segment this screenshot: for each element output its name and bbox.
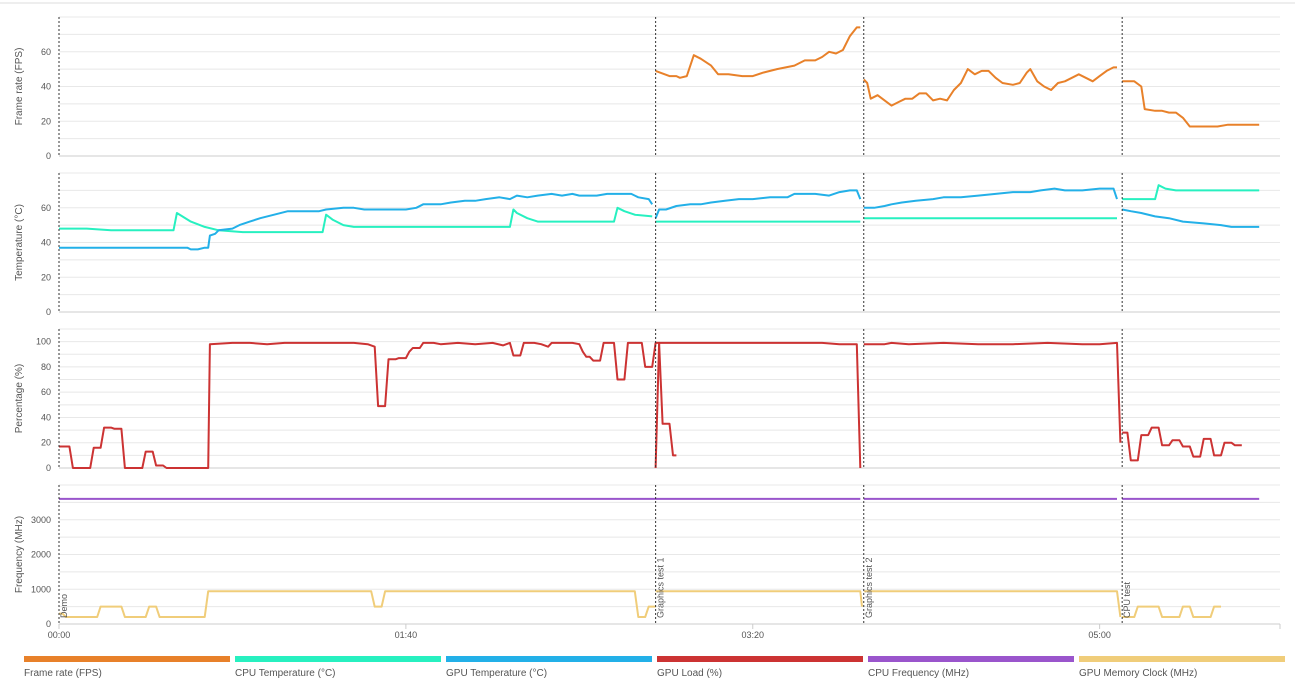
y-tick-label: 20 bbox=[41, 272, 51, 282]
panel-3: 0 20 40 60 80 100 Percentage (%) bbox=[14, 328, 1280, 473]
legend-label: CPU Temperature (°C) bbox=[235, 668, 336, 679]
benchmark-charts-svg: 0 20 40 60 Frame rate (FPS) 0 20 40 60 Temperatur… bbox=[0, 2, 1295, 640]
panel-4: 0 1000 2000 3000 Frequency (MHz) bbox=[14, 484, 1280, 629]
y-tick-label: 60 bbox=[41, 387, 51, 397]
y-tick-label: 40 bbox=[41, 82, 51, 92]
y-tick-label: 60 bbox=[41, 203, 51, 213]
y-tick-label: 0 bbox=[46, 151, 51, 161]
legend-label: CPU Frequency (MHz) bbox=[868, 668, 970, 679]
series-line-gpu_temp bbox=[59, 192, 654, 251]
series-line-cpu_temp bbox=[59, 206, 653, 234]
legend-swatch bbox=[446, 656, 652, 662]
legend-swatch bbox=[235, 656, 441, 662]
legend-swatch bbox=[868, 656, 1074, 662]
x-tick-label: 03:20 bbox=[741, 630, 764, 640]
y-axis-label: Frequency (MHz) bbox=[14, 516, 25, 593]
y-axis-label: Temperature (°C) bbox=[14, 204, 25, 281]
legend-item-cpu-temperature[interactable]: CPU Temperature (°C) bbox=[235, 656, 445, 686]
marker-label: Graphics test 1 bbox=[656, 557, 666, 618]
series-line-fps bbox=[655, 26, 861, 79]
series-line-gpu_mem_clock bbox=[655, 590, 863, 607]
series-line-gpu_mem_clock bbox=[59, 590, 656, 618]
series-line-gpu_mem_clock bbox=[1122, 605, 1221, 618]
series-line-fps bbox=[1122, 80, 1260, 128]
y-tick-label: 1000 bbox=[31, 584, 51, 594]
y-tick-label: 2000 bbox=[31, 550, 51, 560]
y-tick-label: 40 bbox=[41, 412, 51, 422]
series-line-gpu_load bbox=[1122, 426, 1242, 462]
y-tick-label: 0 bbox=[46, 307, 51, 317]
y-tick-label: 80 bbox=[41, 362, 51, 372]
legend-swatch bbox=[657, 656, 863, 662]
panel-2: 0 20 40 60 Temperature (°C) bbox=[14, 172, 1280, 317]
series-line-gpu_temp bbox=[654, 189, 862, 219]
y-tick-label: 100 bbox=[36, 337, 51, 347]
y-tick-label: 0 bbox=[46, 463, 51, 473]
panel-1: 0 20 40 60 Frame rate (FPS) bbox=[14, 16, 1280, 161]
legend-swatch bbox=[1079, 656, 1285, 662]
chart-legend: Frame rate (FPS) CPU Temperature (°C) GP… bbox=[24, 656, 1289, 686]
marker-label: Graphics test 2 bbox=[864, 557, 874, 618]
x-tick-label: 00:00 bbox=[48, 630, 71, 640]
y-tick-label: 60 bbox=[41, 47, 51, 57]
marker-label: CPU test bbox=[1122, 581, 1132, 618]
series-line-gpu_mem_clock bbox=[863, 590, 1122, 618]
legend-label: GPU Temperature (°C) bbox=[446, 668, 548, 679]
y-axis-label: Frame rate (FPS) bbox=[14, 48, 25, 126]
legend-swatch bbox=[24, 656, 230, 662]
series-line-gpu_load bbox=[863, 341, 1122, 443]
legend-label: GPU Load (%) bbox=[657, 668, 723, 679]
y-tick-label: 40 bbox=[41, 238, 51, 248]
legend-item-cpu-frequency[interactable]: CPU Frequency (MHz) bbox=[868, 656, 1078, 686]
x-tick-label: 05:00 bbox=[1088, 630, 1111, 640]
series-line-gpu_temp bbox=[1122, 208, 1260, 228]
y-tick-label: 0 bbox=[46, 619, 51, 629]
series-line-fps bbox=[863, 66, 1117, 107]
y-tick-label: 20 bbox=[41, 116, 51, 126]
legend-item-gpu-memory-clock[interactable]: GPU Memory Clock (MHz) bbox=[1079, 656, 1289, 686]
series-line-gpu_temp bbox=[863, 187, 1118, 209]
legend-label: Frame rate (FPS) bbox=[24, 668, 102, 679]
legend-item-gpu-load[interactable]: GPU Load (%) bbox=[657, 656, 867, 686]
marker-label: Demo bbox=[59, 594, 69, 618]
legend-label: GPU Memory Clock (MHz) bbox=[1079, 668, 1198, 679]
series-line-cpu_temp bbox=[1122, 184, 1260, 201]
x-tick-label: 01:40 bbox=[395, 630, 418, 640]
y-tick-label: 3000 bbox=[31, 515, 51, 525]
legend-item-gpu-temperature[interactable]: GPU Temperature (°C) bbox=[446, 656, 656, 686]
legend-item-fps[interactable]: Frame rate (FPS) bbox=[24, 656, 234, 686]
y-axis-label: Percentage (%) bbox=[14, 364, 25, 433]
series-line-gpu_load bbox=[59, 341, 677, 469]
y-tick-label: 20 bbox=[41, 438, 51, 448]
series-line-gpu_load bbox=[654, 341, 862, 469]
